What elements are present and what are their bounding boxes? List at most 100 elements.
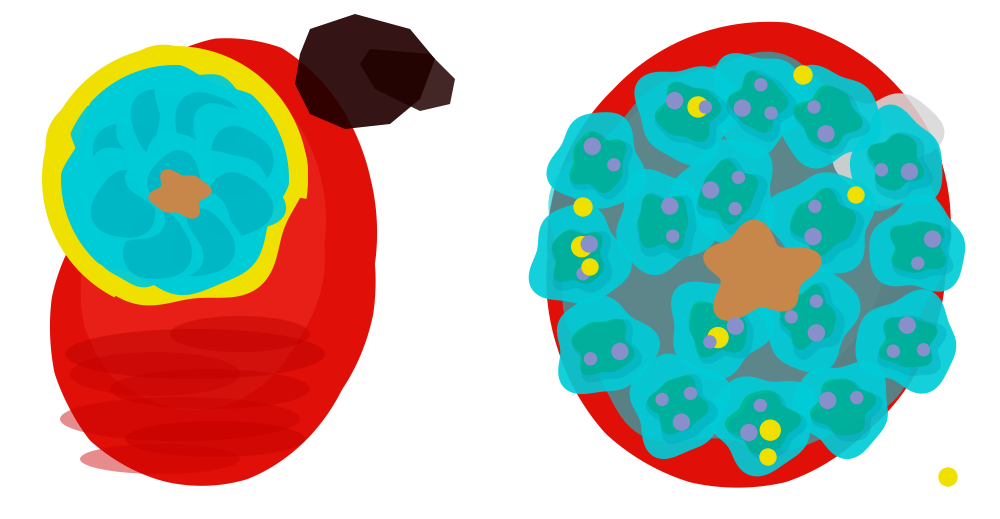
Circle shape [729, 202, 741, 215]
Circle shape [608, 159, 620, 171]
Polygon shape [793, 85, 863, 149]
Polygon shape [70, 352, 240, 396]
Polygon shape [65, 147, 165, 244]
Polygon shape [206, 172, 273, 238]
Circle shape [688, 97, 708, 117]
Polygon shape [855, 289, 956, 393]
Circle shape [662, 198, 678, 214]
Polygon shape [360, 49, 455, 111]
Polygon shape [780, 284, 836, 350]
Polygon shape [59, 63, 291, 295]
Circle shape [741, 425, 757, 441]
Circle shape [708, 327, 728, 348]
Circle shape [673, 414, 689, 430]
Circle shape [848, 187, 864, 203]
Polygon shape [764, 172, 876, 274]
Circle shape [794, 66, 812, 84]
Circle shape [704, 336, 716, 348]
Polygon shape [155, 71, 256, 175]
Polygon shape [726, 70, 798, 142]
Polygon shape [123, 209, 192, 279]
Polygon shape [637, 193, 697, 259]
Circle shape [925, 231, 941, 247]
Circle shape [887, 345, 899, 357]
Polygon shape [131, 89, 195, 157]
Polygon shape [65, 329, 325, 379]
Polygon shape [46, 45, 308, 306]
Circle shape [703, 182, 719, 198]
Polygon shape [546, 22, 951, 488]
Polygon shape [529, 203, 632, 304]
Circle shape [667, 230, 679, 242]
Circle shape [808, 325, 824, 341]
Polygon shape [725, 390, 801, 454]
Polygon shape [869, 194, 965, 292]
Polygon shape [714, 53, 811, 158]
Polygon shape [147, 185, 247, 285]
Circle shape [760, 449, 776, 465]
Circle shape [939, 468, 957, 486]
Circle shape [581, 236, 597, 252]
Circle shape [755, 79, 767, 91]
Polygon shape [97, 185, 204, 288]
Polygon shape [148, 169, 212, 219]
Circle shape [805, 229, 821, 244]
Polygon shape [569, 131, 627, 193]
Polygon shape [572, 319, 634, 375]
Polygon shape [616, 169, 716, 275]
Circle shape [754, 400, 766, 412]
Circle shape [912, 257, 924, 269]
Polygon shape [890, 222, 953, 280]
Polygon shape [110, 369, 310, 409]
Polygon shape [110, 70, 206, 169]
Circle shape [760, 420, 780, 440]
Polygon shape [757, 267, 861, 373]
Polygon shape [790, 188, 856, 256]
Polygon shape [867, 132, 933, 200]
Circle shape [818, 126, 834, 142]
Polygon shape [877, 316, 947, 376]
Polygon shape [81, 74, 326, 409]
Circle shape [732, 171, 744, 183]
Polygon shape [571, 132, 633, 199]
Circle shape [584, 138, 600, 154]
Polygon shape [80, 444, 240, 474]
Circle shape [612, 344, 628, 360]
Polygon shape [690, 297, 754, 364]
Polygon shape [93, 124, 162, 196]
Polygon shape [295, 14, 435, 129]
Polygon shape [125, 132, 208, 212]
Polygon shape [850, 104, 942, 211]
Polygon shape [794, 87, 870, 155]
Polygon shape [890, 221, 946, 272]
Circle shape [734, 100, 750, 116]
Polygon shape [589, 59, 892, 408]
Circle shape [810, 295, 822, 307]
Circle shape [820, 392, 836, 408]
Polygon shape [634, 66, 744, 166]
Polygon shape [125, 421, 305, 457]
Polygon shape [171, 208, 235, 276]
Polygon shape [670, 139, 775, 243]
Circle shape [785, 311, 797, 323]
Polygon shape [703, 220, 822, 321]
Circle shape [851, 392, 863, 404]
Circle shape [684, 387, 696, 399]
Polygon shape [60, 397, 300, 441]
Circle shape [809, 200, 821, 212]
Circle shape [656, 393, 668, 405]
Circle shape [901, 163, 917, 180]
Polygon shape [548, 51, 950, 450]
Polygon shape [50, 38, 377, 486]
Circle shape [765, 107, 777, 119]
Polygon shape [780, 65, 881, 169]
Polygon shape [655, 82, 721, 142]
Polygon shape [812, 93, 945, 206]
Polygon shape [868, 133, 924, 190]
Circle shape [667, 93, 683, 108]
Polygon shape [182, 151, 286, 247]
Polygon shape [810, 378, 876, 435]
Polygon shape [175, 92, 243, 163]
Polygon shape [69, 99, 173, 209]
Polygon shape [671, 282, 774, 379]
